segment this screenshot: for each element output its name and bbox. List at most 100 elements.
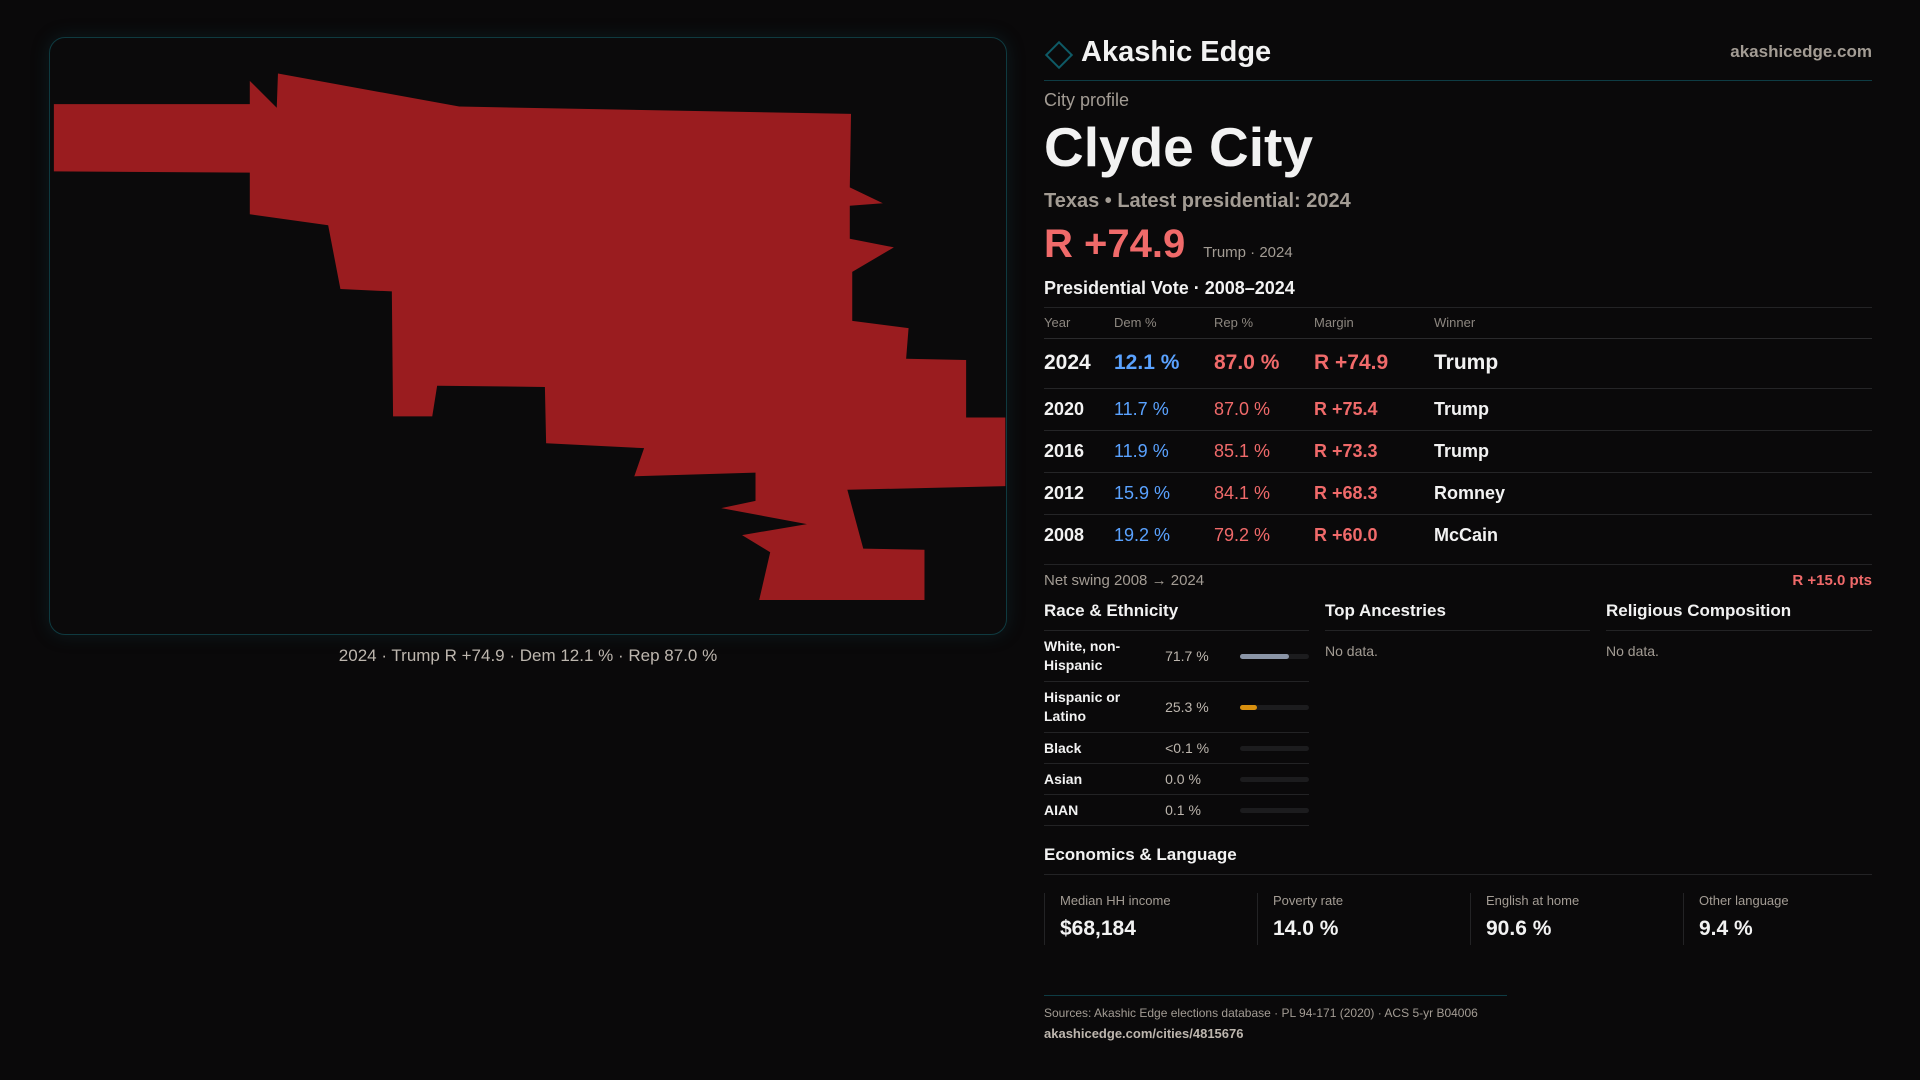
stat-value: 90.6 % bbox=[1486, 917, 1552, 940]
vote-margin: R +68.3 bbox=[1314, 471, 1434, 514]
ancestries-title: Top Ancestries bbox=[1325, 601, 1590, 631]
brand-name: Akashic Edge bbox=[1081, 35, 1272, 68]
race-bar-fill bbox=[1239, 653, 1290, 659]
race-bar bbox=[1239, 704, 1309, 710]
footer-divider bbox=[1044, 995, 1507, 996]
net-swing: Net swing 2008 → 2024 R +15.0 pts bbox=[1044, 572, 1872, 589]
col-dem: Dem % bbox=[1114, 315, 1157, 331]
vote-rep: 87.0 % bbox=[1214, 337, 1314, 388]
vote-row: 2024 12.1 % 87.0 % R +74.9 Trump bbox=[1044, 337, 1872, 388]
votes-title: Presidential Vote · 2008–2024 bbox=[1044, 278, 1295, 298]
race-row: White, non-Hispanic 71.7 % bbox=[1044, 631, 1309, 682]
vote-margin: R +60.0 bbox=[1314, 513, 1434, 556]
econ-title: Economics & Language bbox=[1044, 845, 1872, 875]
headline-margin: R +74.9 Trump · 2024 bbox=[1044, 222, 1872, 267]
profile-kicker: City profile bbox=[1044, 90, 1130, 110]
diamond-logo-icon bbox=[1044, 40, 1074, 70]
race-bar bbox=[1239, 807, 1309, 813]
header-divider bbox=[1044, 80, 1872, 81]
vote-dem: 11.9 % bbox=[1114, 429, 1214, 472]
vote-dem: 12.1 % bbox=[1114, 337, 1214, 388]
vote-year: 2020 bbox=[1044, 387, 1114, 430]
vote-dem: 11.7 % bbox=[1114, 387, 1214, 430]
race-section: Race & Ethnicity White, non-Hispanic 71.7… bbox=[1044, 601, 1309, 826]
vote-row: 2008 19.2 % 79.2 % R +60.0 McCain bbox=[1044, 513, 1872, 556]
race-value: 71.7 % bbox=[1165, 648, 1209, 664]
vote-row: 2020 11.7 % 87.0 % R +75.4 Trump bbox=[1044, 387, 1872, 430]
map-card bbox=[49, 37, 1007, 635]
vote-year: 2024 bbox=[1044, 337, 1114, 388]
page-title: Clyde City bbox=[1044, 116, 1313, 178]
footer-sources: Sources: Akashic Edge elections database… bbox=[1044, 1006, 1478, 1020]
vote-dem: 19.2 % bbox=[1114, 513, 1214, 556]
col-winner: Winner bbox=[1434, 315, 1476, 331]
stat-label: Median HH income bbox=[1060, 893, 1171, 908]
col-margin: Margin bbox=[1314, 315, 1354, 331]
econ-stats: Median HH income $68,184 Poverty rate 14.0 … bbox=[1044, 893, 1872, 945]
race-value: <0.1 % bbox=[1165, 740, 1210, 756]
map-caption: 2024 · Trump R +74.9 · Dem 12.1 % · Rep … bbox=[338, 646, 718, 665]
vote-margin: R +74.9 bbox=[1314, 337, 1434, 388]
vote-margin: R +73.3 bbox=[1314, 429, 1434, 472]
vote-winner: McCain bbox=[1434, 513, 1872, 556]
vote-winner: Trump bbox=[1434, 387, 1872, 430]
econ-stat: English at home 90.6 % bbox=[1470, 893, 1683, 945]
race-value: 0.1 % bbox=[1165, 802, 1201, 818]
vote-year: 2012 bbox=[1044, 471, 1114, 514]
race-label: Asian bbox=[1044, 770, 1083, 787]
ancestries-section: Top Ancestries No data. bbox=[1325, 601, 1590, 659]
race-row: Black <0.1 % bbox=[1044, 733, 1309, 764]
stat-label: English at home bbox=[1486, 893, 1580, 908]
vote-winner: Trump bbox=[1434, 337, 1872, 388]
econ-stat: Poverty rate 14.0 % bbox=[1257, 893, 1470, 945]
vote-year: 2008 bbox=[1044, 513, 1114, 556]
race-value: 0.0 % bbox=[1165, 771, 1201, 787]
col-year: Year bbox=[1044, 315, 1071, 331]
race-label: AIAN bbox=[1044, 801, 1079, 818]
race-bar-fill bbox=[1239, 704, 1258, 710]
race-value: 25.3 % bbox=[1165, 699, 1209, 715]
margin-value: R +74.9 bbox=[1044, 222, 1186, 266]
vote-winner: Trump bbox=[1434, 429, 1872, 472]
econ-stat: Other language 9.4 % bbox=[1683, 893, 1896, 945]
col-rep: Rep % bbox=[1214, 315, 1254, 331]
swing-value: R +15.0 pts bbox=[1792, 572, 1872, 589]
vote-rep: 79.2 % bbox=[1214, 513, 1314, 556]
race-row: AIAN 0.1 % bbox=[1044, 795, 1309, 826]
vote-rep: 85.1 % bbox=[1214, 429, 1314, 472]
profile-subtitle: Texas • Latest presidential: 2024 bbox=[1044, 190, 1351, 212]
stat-label: Other language bbox=[1699, 893, 1789, 908]
religion-empty: No data. bbox=[1606, 643, 1659, 659]
stat-value: $68,184 bbox=[1060, 917, 1136, 940]
vote-rep: 84.1 % bbox=[1214, 471, 1314, 514]
race-title: Race & Ethnicity bbox=[1044, 601, 1309, 631]
race-bar bbox=[1239, 653, 1309, 659]
header: Akashic Edge akashicedge.com bbox=[1044, 34, 1872, 70]
race-label: Black bbox=[1044, 739, 1082, 756]
site-link[interactable]: akashicedge.com bbox=[1730, 42, 1872, 61]
vote-row: 2016 11.9 % 85.1 % R +73.3 Trump bbox=[1044, 429, 1872, 472]
margin-note: Trump · 2024 bbox=[1203, 244, 1293, 261]
ancestries-empty: No data. bbox=[1325, 643, 1378, 659]
vote-winner: Romney bbox=[1434, 471, 1872, 514]
stat-value: 14.0 % bbox=[1273, 917, 1339, 940]
race-bar bbox=[1239, 776, 1309, 782]
votes-table: Year Dem % Rep % Margin Winner 2024 12.1 … bbox=[1044, 307, 1872, 565]
stat-label: Poverty rate bbox=[1273, 893, 1344, 908]
vote-year: 2016 bbox=[1044, 429, 1114, 472]
religion-title: Religious Composition bbox=[1606, 601, 1872, 631]
vote-row: 2012 15.9 % 84.1 % R +68.3 Romney bbox=[1044, 471, 1872, 514]
vote-margin: R +75.4 bbox=[1314, 387, 1434, 430]
race-label: White, non-Hispanic bbox=[1044, 638, 1121, 673]
race-row: Hispanic or Latino 25.3 % bbox=[1044, 682, 1309, 733]
econ-stat: Median HH income $68,184 bbox=[1044, 893, 1257, 945]
swing-label: Net swing 2008 → 2024 bbox=[1044, 572, 1205, 589]
race-bar bbox=[1239, 745, 1309, 751]
vote-dem: 15.9 % bbox=[1114, 471, 1214, 514]
stat-value: 9.4 % bbox=[1699, 917, 1753, 940]
vote-rep: 87.0 % bbox=[1214, 387, 1314, 430]
footer-url[interactable]: akashicedge.com/cities/4815676 bbox=[1044, 1026, 1244, 1041]
race-row: Asian 0.0 % bbox=[1044, 764, 1309, 795]
race-label: Hispanic or Latino bbox=[1044, 689, 1121, 724]
religion-section: Religious Composition No data. bbox=[1606, 601, 1872, 659]
